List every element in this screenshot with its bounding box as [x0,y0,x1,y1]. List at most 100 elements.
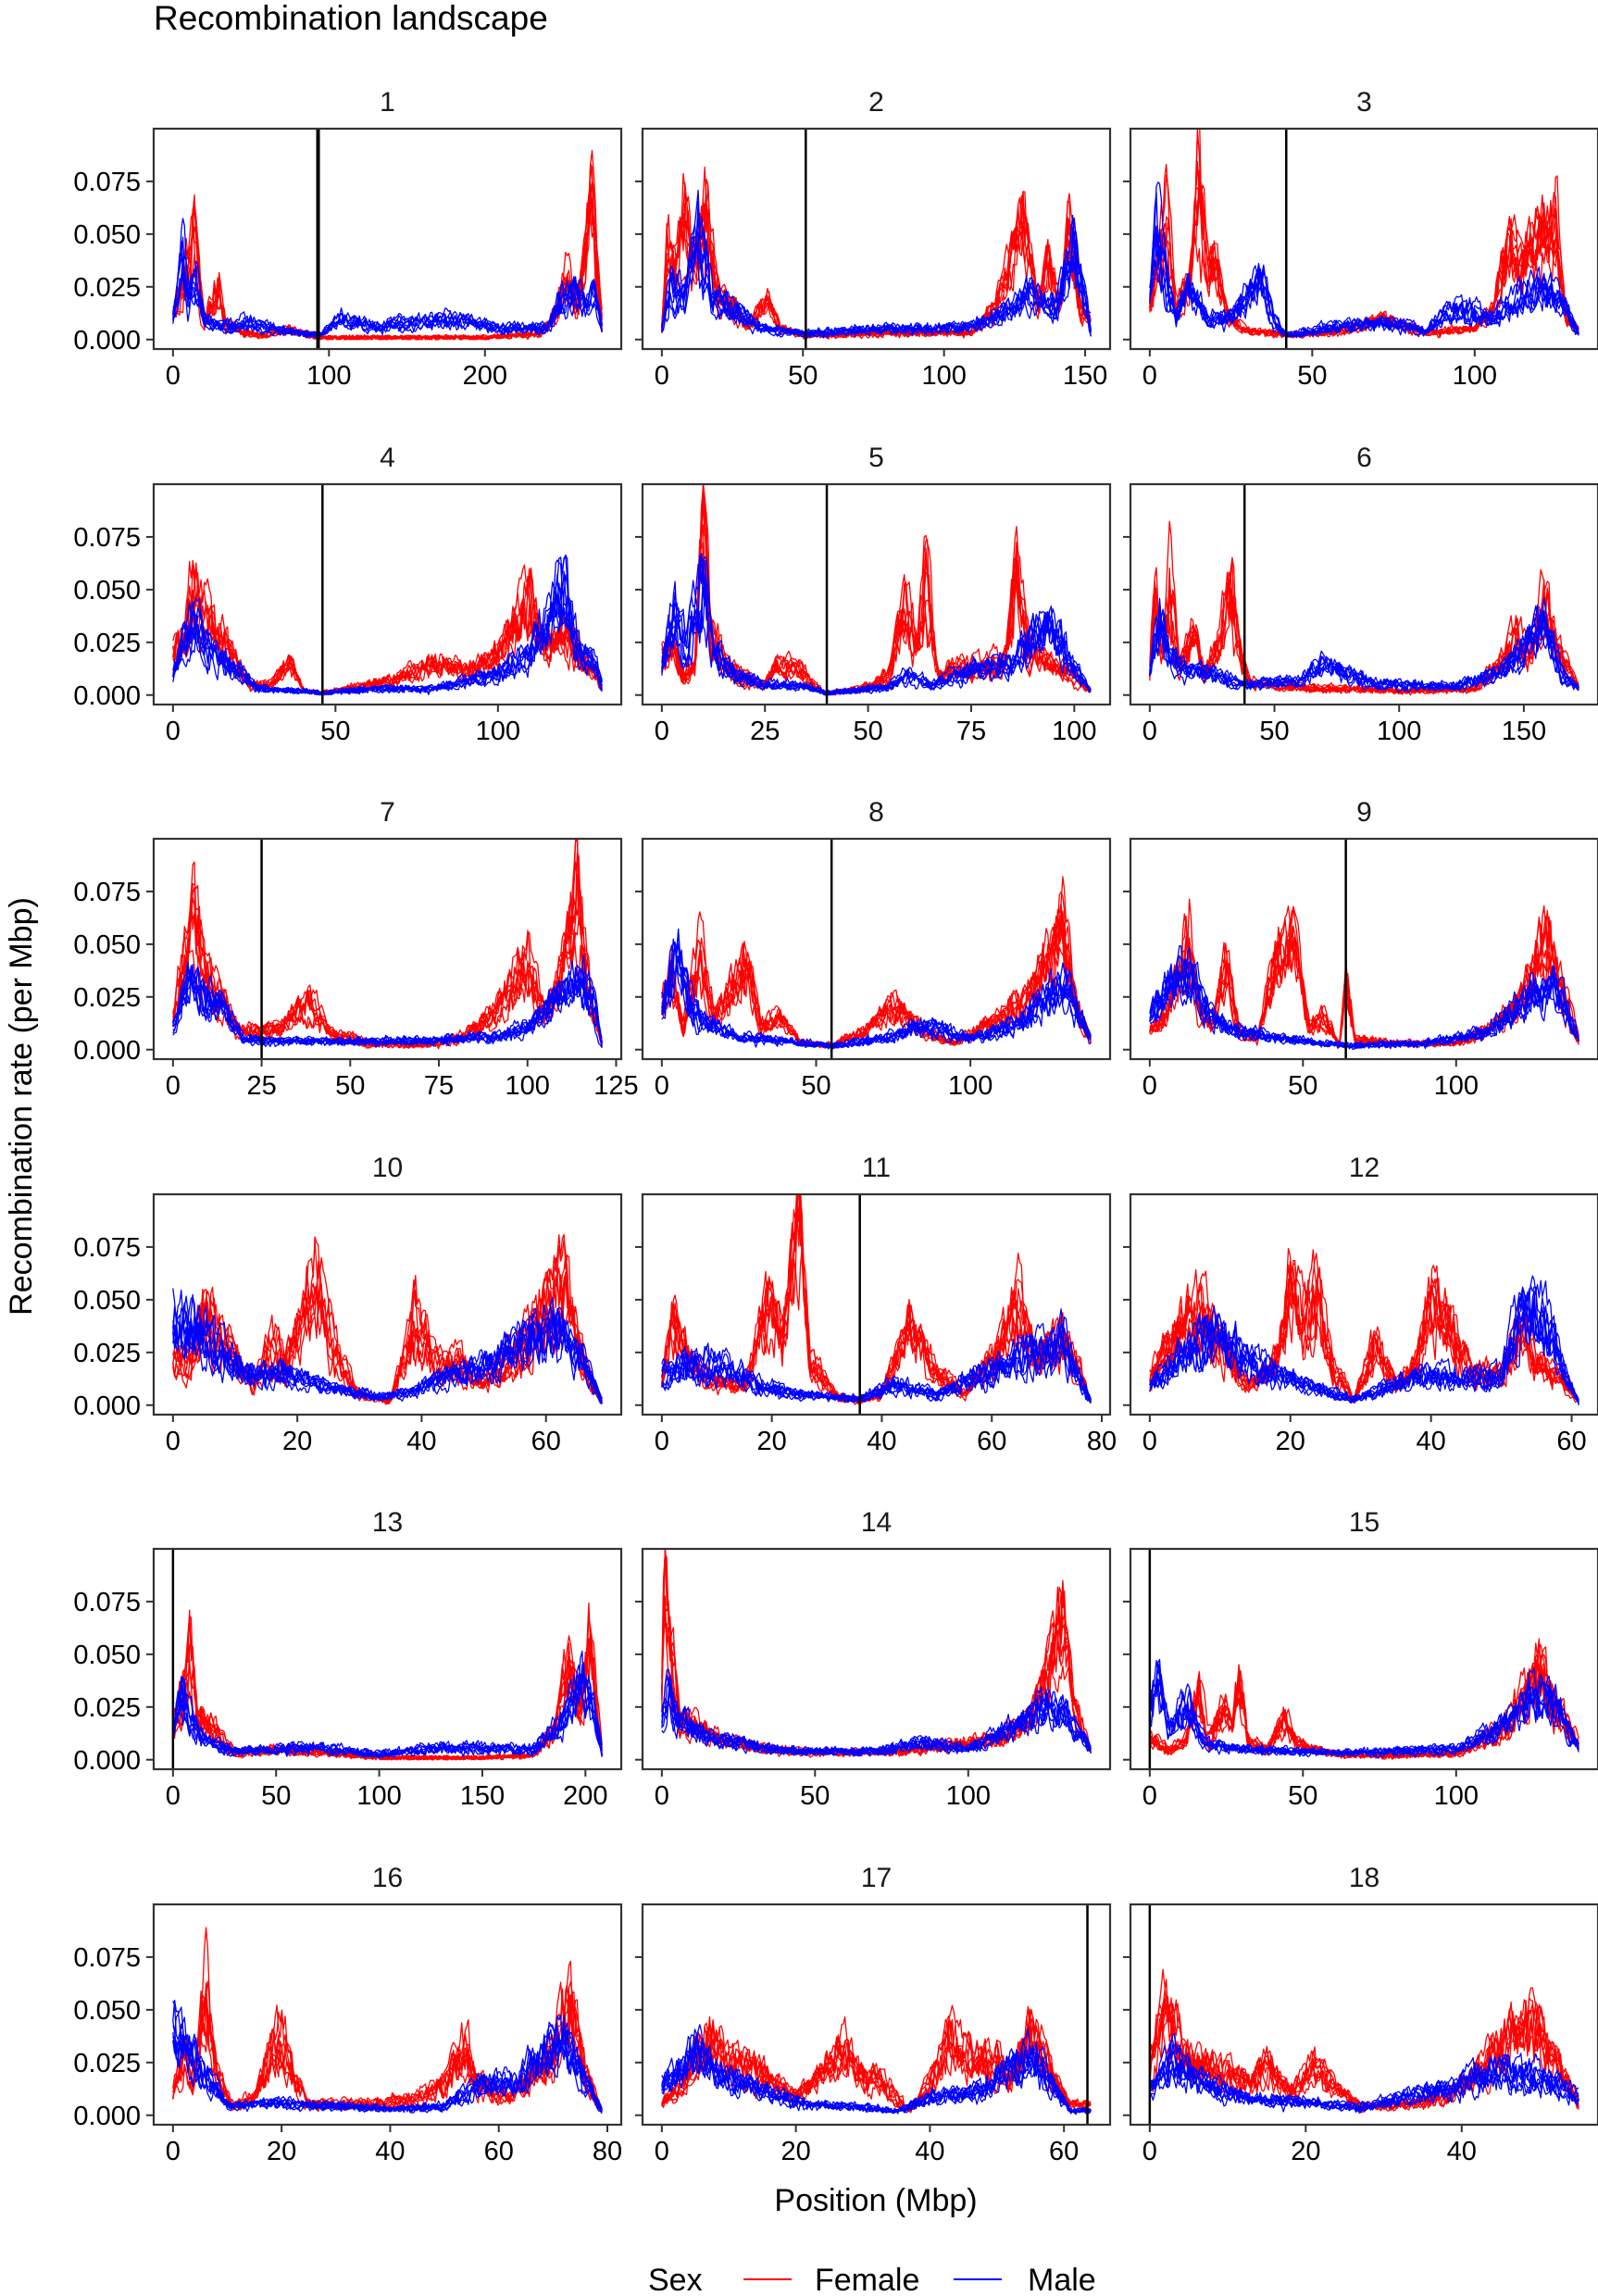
male-series-line [661,559,1092,695]
panel-strip-label: 15 [1349,1507,1380,1538]
female-series-line [172,917,603,1050]
x-tick-label: 40 [1417,1427,1446,1456]
x-tick-label: 0 [655,361,669,391]
female-series-line [172,162,603,341]
panel-strip-label: 4 [380,443,395,473]
y-tick-label: 0.050 [73,1286,141,1316]
plot-area [1149,129,1579,339]
female-series-line [1149,925,1579,1048]
plot-area [661,1549,1092,1758]
x-tick-label: 0 [655,1071,669,1101]
plot-area [1149,1638,1579,1760]
male-series-line [1149,597,1579,692]
x-tick-label: 60 [1049,2137,1079,2166]
male-series-line [661,949,1092,1050]
male-series-line [661,955,1092,1050]
y-tick-label: 0.000 [73,2102,141,2131]
y-tick-label: 0.000 [73,1391,141,1421]
x-tick-label: 40 [375,2137,405,2166]
y-tick-label: 0.075 [73,1943,141,1973]
y-tick-label: 0.000 [73,681,141,711]
x-tick-label: 0 [166,1781,181,1811]
panel-strip-label: 11 [862,1153,891,1183]
x-tick-label: 50 [801,1071,830,1101]
panel-chr-10: 10 0.000 0.025 0.050 0.075 0 20 40 60 [73,1153,623,1456]
x-tick-label: 150 [460,1781,505,1811]
female-series-line [661,876,1092,1048]
panel-strip-label: 8 [868,797,884,828]
panel-chr-16: 16 0.000 0.025 0.050 0.075 0 20 40 60 80 [73,1863,622,2166]
y-tick-label: 0.075 [73,878,141,907]
plot-area [661,876,1092,1050]
chart-title: Recombination landscape [154,0,548,37]
panel-border [641,1547,1112,1771]
x-tick-label: 25 [750,717,780,746]
male-series-line [172,589,603,695]
male-series-line [1149,614,1579,693]
x-tick-label: 0 [1142,1427,1157,1456]
panel-border [152,1547,623,1771]
female-series-line [172,1982,603,2114]
y-tick-label: 0.050 [73,220,141,250]
panel-strip-label: 7 [380,797,395,828]
female-series-line [172,183,603,341]
y-tick-label: 0.025 [73,273,141,303]
panel-strip-label: 3 [1356,87,1372,118]
x-tick-label: 100 [921,361,966,391]
y-tick-label: 0.000 [73,326,141,356]
male-series-line [661,2046,1092,2115]
panel-chr-7: 7 0.000 0.025 0.050 0.075 0 25 50 75 100 125 [73,797,638,1101]
male-series-line [661,1674,1092,1757]
panel-chr-9: 9 0 50 100 [1123,797,1598,1101]
plot-area [172,1602,603,1761]
x-tick-label: 60 [1556,1427,1586,1456]
x-tick-label: 100 [1453,361,1497,391]
panel-chr-5: 50 25 50 75 100 [635,443,1112,746]
male-series-line [1149,2042,1579,2111]
legend-label-female: Female [815,2263,919,2296]
panel-strip-label: 14 [861,1507,892,1538]
y-tick-label: 0.025 [73,2049,141,2078]
x-tick-label: 150 [1502,717,1546,746]
x-axis-title: Position (Mbp) [774,2183,977,2218]
x-tick-label: 20 [757,1427,787,1456]
male-series-line [1149,1682,1579,1757]
legend: Sex Female Male [648,2263,1096,2296]
y-tick-label: 0.075 [73,1233,141,1263]
male-series-line [1149,959,1579,1049]
panel-border [1129,1192,1598,1416]
x-tick-label: 0 [1142,1071,1157,1101]
x-tick-label: 20 [282,1427,312,1456]
x-tick-label: 40 [915,2137,944,2166]
male-series-line [661,217,1092,336]
panel-strip-label: 13 [372,1507,403,1538]
x-tick-label: 200 [563,1781,607,1811]
panel-strip-label: 12 [1349,1153,1380,1183]
plot-area [1149,520,1579,696]
x-tick-label: 0 [166,717,181,746]
x-tick-label: 20 [267,2137,296,2166]
female-series-line [172,163,603,341]
x-tick-label: 0 [1142,2137,1157,2166]
panel-border [641,837,1112,1061]
panel-strip-label: 5 [868,443,884,473]
panel-border [1129,837,1598,1061]
male-series-line [1149,236,1579,338]
panel-chr-14: 14 0 50 100 [635,1507,1112,1811]
x-tick-label: 75 [424,1071,454,1101]
female-series-line [172,1613,603,1761]
x-tick-label: 0 [166,361,181,391]
y-tick-label: 0.075 [73,168,141,197]
panel-border [641,1903,1112,2127]
x-tick-label: 100 [356,1781,401,1811]
male-series-line [172,967,603,1048]
y-tick-label: 0.050 [73,576,141,605]
x-tick-label: 50 [800,1781,830,1811]
plot-area [661,2004,1092,2115]
plot-area [172,839,603,1050]
x-tick-label: 50 [320,717,350,746]
y-tick-label: 0.025 [73,629,141,658]
panel-border [641,127,1112,351]
x-tick-label: 50 [335,1071,365,1101]
